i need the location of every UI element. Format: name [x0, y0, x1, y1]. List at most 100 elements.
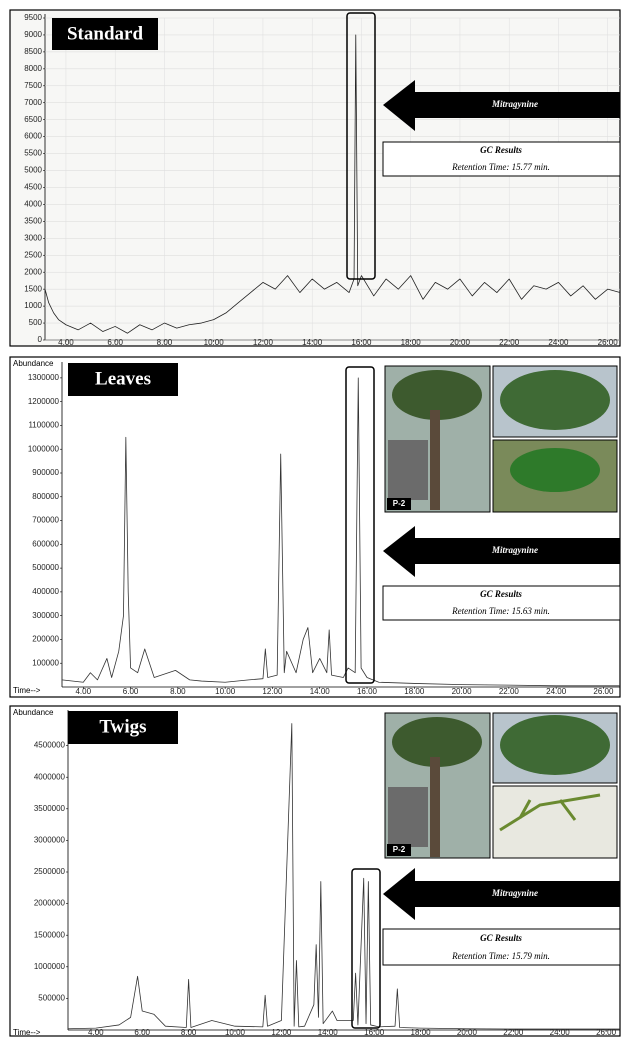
title-box — [68, 363, 178, 396]
y-tick-label: 500000 — [32, 563, 59, 572]
x-tick-label: 22.00 — [499, 338, 520, 347]
y-tick-label: 5500 — [24, 149, 42, 158]
x-axis-label: Time--> — [13, 1028, 41, 1037]
y-tick-label: 2500000 — [34, 867, 66, 876]
panel-frame — [9, 9, 621, 347]
x-axis-label: Time--> — [13, 686, 41, 695]
y-tick-label: 400000 — [32, 587, 59, 596]
x-tick-label: 12.00 — [253, 338, 274, 347]
gc-title: GC Results — [480, 933, 522, 943]
gc-title: GC Results — [480, 145, 522, 155]
gc-text: Retention Time: 15.77 min. — [451, 162, 550, 172]
photo-label: P-2 — [393, 499, 406, 508]
title-box — [68, 711, 178, 744]
y-tick-label: 600000 — [32, 539, 59, 548]
y-tick-label: 2500 — [24, 250, 42, 259]
x-tick-label: 20.00 — [452, 687, 473, 696]
x-tick-label: 26.00 — [593, 687, 614, 696]
gc-box — [382, 141, 621, 177]
x-tick-label: 6.00 — [107, 338, 123, 347]
x-tick-label: 24.00 — [548, 338, 569, 347]
y-tick-label: 8000 — [24, 64, 42, 73]
peak-highlight — [351, 868, 381, 1029]
x-tick-label: 18.00 — [404, 687, 425, 696]
arrow-label: Mitragynine — [491, 99, 538, 109]
photo-tree — [500, 715, 610, 775]
x-tick-label: 4.00 — [58, 338, 74, 347]
chromatogram-trace — [61, 377, 620, 687]
chromatogram-trace — [44, 34, 621, 334]
photo-tree — [392, 370, 482, 420]
photo-tree — [500, 370, 610, 430]
y-tick-label: 700000 — [32, 516, 59, 525]
gc-box — [382, 585, 621, 621]
y-tick-label: 8500 — [24, 47, 42, 56]
arrow — [383, 868, 620, 920]
x-tick-label: 26.00 — [596, 1028, 617, 1037]
x-tick-label: 4.00 — [88, 1028, 104, 1037]
y-tick-label: 1500000 — [34, 930, 66, 939]
y-tick-label: 4500 — [24, 183, 42, 192]
photo-tree — [392, 717, 482, 767]
y-tick-label: 4000 — [24, 200, 42, 209]
y-axis-label: Abundance — [13, 708, 54, 717]
arrow-label: Mitragynine — [491, 888, 538, 898]
photo-shed — [388, 440, 428, 500]
x-tick-label: 18.00 — [411, 1028, 432, 1037]
y-tick-label: 200000 — [32, 635, 59, 644]
y-tick-label: 7000 — [24, 98, 42, 107]
gc-box — [382, 928, 621, 966]
y-tick-label: 6000 — [24, 132, 42, 141]
y-tick-label: 500 — [29, 318, 43, 327]
panel-title: Standard — [67, 23, 143, 44]
y-tick-label: 6500 — [24, 115, 42, 124]
photo-trunk — [430, 757, 440, 857]
y-tick-label: 1100000 — [28, 421, 59, 430]
x-tick-label: 20.00 — [457, 1028, 478, 1037]
y-tick-label: 5000 — [24, 166, 42, 175]
x-tick-label: 8.00 — [181, 1028, 197, 1037]
y-tick-label: 1300000 — [28, 373, 60, 382]
plots: 0 500 1000 1500 2000 2500 3000 3500 4000 4500 5000… — [24, 13, 621, 1037]
x-tick-label: 16.00 — [351, 338, 372, 347]
panel-title: Twigs — [99, 716, 146, 737]
photo-trunk — [430, 410, 440, 510]
y-tick-label: 900000 — [32, 468, 59, 477]
x-tick-label: 14.00 — [302, 338, 323, 347]
y-tick-label: 1000000 — [28, 444, 60, 453]
x-tick-label: 20.00 — [450, 338, 471, 347]
y-tick-label: 300000 — [32, 611, 59, 620]
y-tick-label: 800000 — [32, 492, 59, 501]
y-tick-label: 4000000 — [34, 772, 66, 781]
panel-title: Leaves — [95, 368, 151, 389]
x-tick-label: 10.00 — [225, 1028, 246, 1037]
y-tick-label: 1500 — [24, 284, 42, 293]
y-tick-label: 3500000 — [34, 804, 66, 813]
gc-text: Retention Time: 15.63 min. — [451, 606, 550, 616]
y-tick-label: 100000 — [32, 658, 59, 667]
arrow-label: Mitragynine — [491, 545, 538, 555]
y-tick-label: 0 — [38, 335, 43, 344]
x-tick-label: 6.00 — [134, 1028, 150, 1037]
y-tick-label: 2000 — [24, 267, 42, 276]
y-tick-label: 3000 — [24, 233, 42, 242]
peak-highlight — [346, 12, 376, 280]
x-tick-label: 22.00 — [499, 687, 520, 696]
y-tick-label: 3500 — [24, 216, 42, 225]
x-tick-label: 10.00 — [204, 338, 225, 347]
chromatogram-trace — [67, 723, 620, 1030]
x-tick-label: 6.00 — [123, 687, 139, 696]
y-tick-label: 1000 — [24, 301, 42, 310]
photos: P-2 — [384, 712, 618, 859]
y-tick-label: 7500 — [24, 81, 42, 90]
gc-title: GC Results — [480, 589, 522, 599]
x-tick-label: 4.00 — [75, 687, 91, 696]
photo-twigs — [499, 793, 601, 832]
x-tick-label: 12.00 — [271, 1028, 292, 1037]
y-tick-label: 1000000 — [34, 962, 66, 971]
x-tick-label: 16.00 — [357, 687, 378, 696]
arrow — [383, 526, 620, 577]
photo-tag — [387, 844, 411, 856]
y-tick-label: 500000 — [38, 994, 65, 1003]
